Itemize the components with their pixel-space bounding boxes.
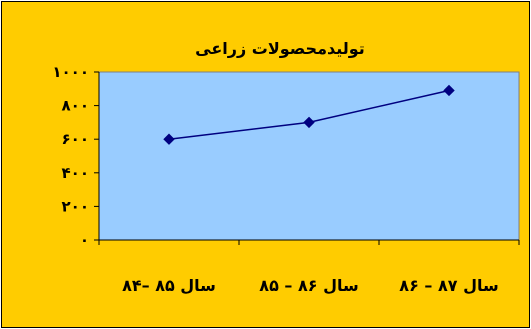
y-axis-ticks: ۰ ۲۰۰ ۴۰۰ ۶۰۰ ۸۰۰ ۱۰۰۰ (52, 63, 99, 249)
data-point (163, 133, 175, 145)
y-tick-label: ۲۰۰ (62, 197, 89, 215)
chart-title: تولیدمحصولات زراعی (195, 39, 365, 58)
y-tick-label: ۸۰۰ (62, 97, 89, 115)
x-category-label: سال ۸۶ – ۸۵ (259, 276, 358, 295)
x-category-label: سال ۸۷ – ۸۶ (399, 276, 498, 295)
y-tick-label: ۶۰۰ (62, 130, 89, 148)
data-point (303, 116, 315, 129)
axes (98, 72, 519, 241)
y-tick-label: ۰ (80, 231, 89, 249)
data-point (443, 84, 455, 97)
y-tick-label: ۱۰۰۰ (52, 63, 89, 81)
x-category-label: سال ۸۵ –۸۴ (122, 276, 216, 295)
y-tick-label: ۴۰۰ (62, 164, 89, 182)
series-group (163, 84, 455, 145)
plot-area (98, 71, 520, 241)
x-axis-ticks: سال ۸۵ –۸۴ سال ۸۶ – ۸۵ سال ۸۷ – ۸۶ (98, 240, 520, 295)
